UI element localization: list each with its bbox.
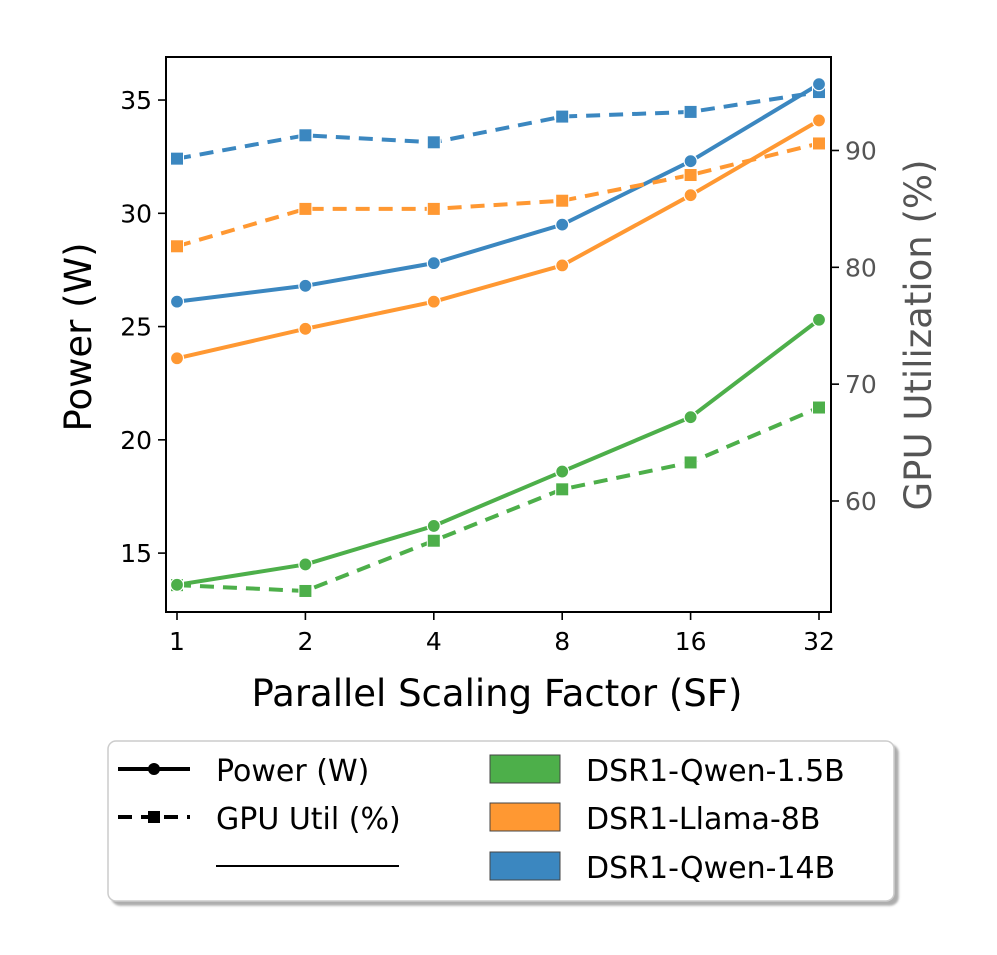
power-point-dsr1-qwen-14b-sf4: [426, 256, 441, 271]
power-point-dsr1-qwen-14b-sf2: [298, 278, 313, 293]
gpu-util-point-dsr1-qwen-1-5b-sf16: [683, 455, 698, 470]
gpu-util-point-dsr1-llama-8b-sf16: [683, 168, 698, 183]
gpu-util-point-dsr1-qwen-1-5b-sf4: [426, 533, 441, 548]
power-point-dsr1-qwen-1-5b-sf16: [683, 410, 698, 425]
power-point-dsr1-qwen-1-5b-sf4: [426, 518, 441, 534]
gpu-util-point-dsr1-llama-8b-sf8: [555, 193, 570, 208]
x-tick-label: 1: [169, 627, 185, 656]
legend-swatch-qwen-14b: [489, 851, 561, 881]
power-point-dsr1-llama-8b-sf32: [811, 113, 827, 128]
x-tick-label: 2: [297, 627, 313, 656]
power-point-dsr1-qwen-14b-sf16: [683, 154, 698, 169]
gpu-util-point-dsr1-llama-8b-sf32: [812, 136, 826, 151]
power-point-dsr1-qwen-14b-sf1: [169, 294, 185, 309]
power-point-dsr1-llama-8b-sf8: [555, 258, 570, 273]
power-point-dsr1-llama-8b-sf1: [169, 351, 185, 366]
power-point-dsr1-qwen-14b-sf32: [811, 77, 827, 92]
power-point-dsr1-qwen-14b-sf8: [555, 217, 570, 232]
y-left-tick-label: 30: [120, 199, 152, 228]
plot-frame: [165, 56, 832, 613]
legend-swatch-qwen-1-5b: [489, 754, 561, 784]
legend-label-qwen-14b: DSR1-Qwen-14B: [586, 851, 835, 886]
gpu-util-point-dsr1-qwen-1-5b-sf8: [555, 482, 570, 497]
y-left-tick-label: 15: [120, 539, 152, 568]
power-point-dsr1-qwen-1-5b-sf2: [298, 557, 313, 572]
legend-gpu-label: GPU Util (%): [216, 802, 401, 837]
y-left-tick-label: 35: [120, 86, 152, 115]
gpu-util-point-dsr1-qwen-1-5b-sf2: [298, 583, 313, 598]
y-right-tick-label: 60: [845, 487, 877, 516]
y-left-tick-label: 20: [120, 426, 152, 455]
power-point-dsr1-qwen-1-5b-sf1: [169, 577, 185, 592]
y-axis-left-label: Power (W): [57, 242, 100, 431]
x-axis-label: Parallel Scaling Factor (SF): [252, 672, 743, 715]
y-left-tick-label: 25: [120, 313, 152, 342]
gpu-util-point-dsr1-qwen-14b-sf4: [426, 135, 441, 150]
legend-power-marker: [148, 763, 160, 775]
power-line-dsr1-qwen-14b: [176, 82, 821, 304]
gpu-util-line-dsr1-qwen-1-5b: [176, 405, 820, 593]
y-right-tick-label: 80: [845, 253, 877, 282]
y-right-tick-label: 90: [845, 136, 877, 165]
legend-label-qwen-1-5b: DSR1-Qwen-1.5B: [586, 754, 845, 789]
gpu-util-line-dsr1-qwen-14b: [176, 90, 820, 161]
x-tick-label: 4: [426, 627, 442, 656]
y-axis-right-label: GPU Utilization (%): [897, 159, 940, 510]
gpu-util-point-dsr1-llama-8b-sf2: [298, 201, 313, 216]
legend-power-label: Power (W): [216, 754, 369, 789]
x-tick-label: 32: [803, 627, 835, 656]
power-point-dsr1-llama-8b-sf4: [426, 294, 441, 309]
gpu-util-line-dsr1-llama-8b: [176, 141, 820, 249]
legend-swatch-llama-8b: [489, 802, 561, 832]
gpu-util-point-dsr1-qwen-14b-sf8: [555, 109, 570, 124]
legend: Power (W) GPU Util (%) DSR1-Qwen-1.5B DS…: [107, 740, 895, 902]
power-line-dsr1-llama-8b: [176, 118, 821, 361]
gpu-util-point-dsr1-qwen-14b-sf1: [170, 151, 184, 166]
gpu-util-point-dsr1-llama-8b-sf1: [170, 239, 184, 254]
x-tick-label: 16: [675, 627, 707, 656]
gpu-util-point-dsr1-qwen-14b-sf16: [683, 104, 698, 119]
power-point-dsr1-llama-8b-sf16: [683, 188, 698, 203]
power-point-dsr1-qwen-1-5b-sf8: [555, 464, 570, 479]
power-point-dsr1-llama-8b-sf2: [298, 321, 313, 336]
x-tick-label: 8: [554, 627, 570, 656]
gpu-util-point-dsr1-qwen-14b-sf2: [298, 128, 313, 143]
gpu-util-point-dsr1-qwen-1-5b-sf32: [812, 400, 826, 415]
legend-gpu-marker: [148, 811, 160, 823]
power-point-dsr1-qwen-1-5b-sf32: [811, 312, 827, 327]
power-line-dsr1-qwen-1-5b: [176, 318, 821, 587]
y-right-tick-label: 70: [845, 370, 877, 399]
gpu-util-point-dsr1-llama-8b-sf4: [426, 201, 441, 216]
legend-label-llama-8b: DSR1-Llama-8B: [586, 802, 820, 837]
